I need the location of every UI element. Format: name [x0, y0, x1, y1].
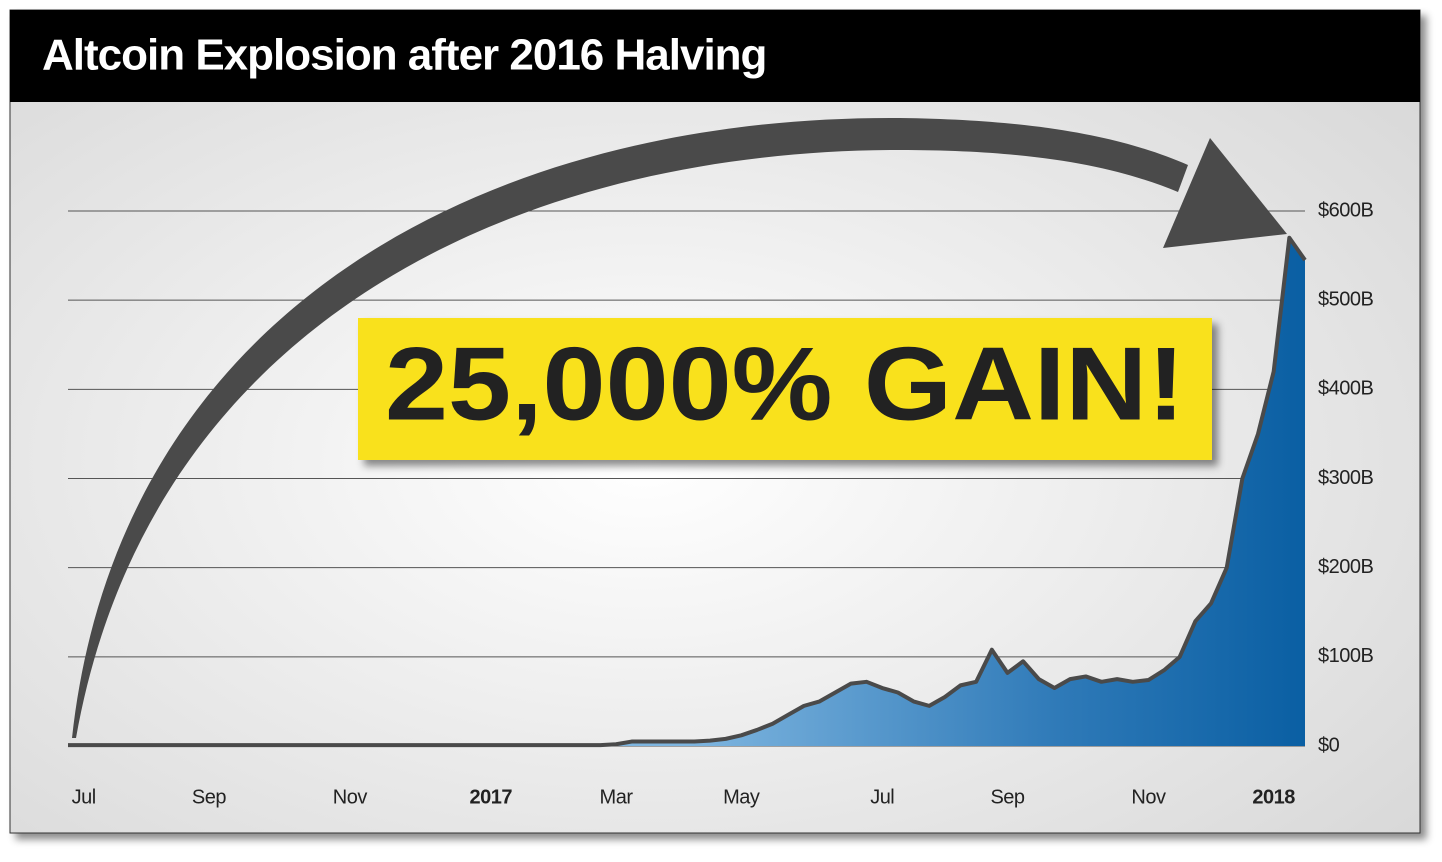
x-tick-label: Jul — [870, 786, 894, 808]
y-tick-label: $0 — [1318, 734, 1340, 756]
line — [68, 235, 1307, 748]
x-tick-label: 2018 — [1252, 786, 1295, 808]
annotation: 25,000% GAIN! — [385, 326, 1185, 442]
x-tick-label: Nov — [1131, 786, 1166, 808]
x-tick-label: 2017 — [470, 786, 513, 808]
y-tick-label: $100B — [1318, 645, 1373, 667]
plot: $0 $100B $200B $300B $400B $500B $600B Jul Sep No… — [68, 199, 1374, 808]
y-tick-label: $400B — [1318, 378, 1373, 400]
y-tick-label: $600B — [1318, 199, 1373, 221]
y-tick-label: $200B — [1318, 556, 1373, 578]
area-fill — [68, 237, 1305, 746]
chart-title: Altcoin Explosion after 2016 Halving — [42, 31, 766, 80]
x-tick-label: Nov — [333, 786, 368, 808]
x-tick-label: Sep — [192, 786, 226, 808]
y-tick-label: $300B — [1318, 467, 1373, 489]
arrow-shaft — [72, 117, 1188, 738]
title-bar — [10, 10, 1420, 102]
arrow-head — [1163, 138, 1287, 248]
x-tick-label: Jul — [72, 786, 96, 808]
x-tick-label: May — [723, 786, 760, 808]
annotation-box — [358, 318, 1212, 460]
x-tick-label: Sep — [990, 786, 1024, 808]
x-tick-label: Mar — [600, 786, 634, 808]
y-tick-label: $500B — [1318, 288, 1373, 310]
